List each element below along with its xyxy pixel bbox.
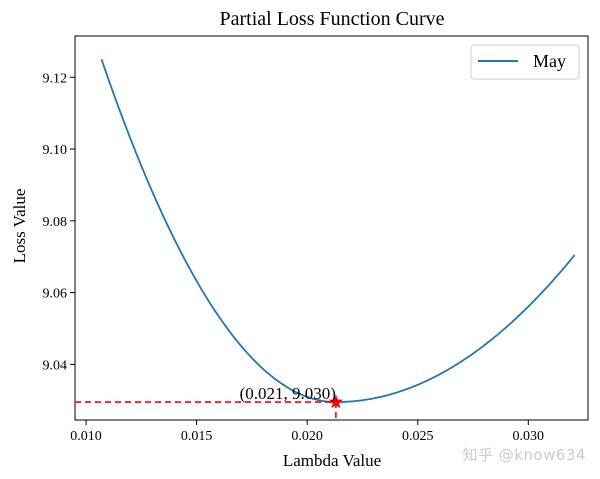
x-tick-label: 0.030 <box>513 429 545 444</box>
x-tick-label: 0.015 <box>181 429 213 444</box>
min-label: (0.021, 9.030) <box>240 384 336 403</box>
legend-box <box>470 44 580 80</box>
x-tick-label: 0.025 <box>402 429 434 444</box>
y-tick-label: 9.06 <box>43 287 68 302</box>
plot-frame <box>74 35 589 421</box>
legend: May <box>470 44 580 80</box>
x-tick-label: 0.010 <box>70 429 102 444</box>
series-line-may <box>100 59 576 403</box>
y-tick-label: 9.10 <box>43 143 68 158</box>
chart-title: Partial Loss Function Curve <box>220 8 445 30</box>
plot-area <box>74 35 589 421</box>
y-tick-label: 9.08 <box>43 215 68 230</box>
y-axis-label: Loss Value <box>10 189 29 264</box>
x-axis-label: Lambda Value <box>283 451 381 470</box>
series-lines <box>100 59 576 403</box>
y-tick-label: 9.04 <box>43 358 68 373</box>
y-tick-label: 9.12 <box>43 71 68 86</box>
min-star-marker <box>328 394 344 409</box>
x-tick-label: 0.020 <box>291 429 323 444</box>
minimum-annotation: (0.021, 9.030) <box>75 384 344 420</box>
axis-ticks: 0.010 0.015 0.020 0.025 0.030 9.04 9.06 9.08 9.1… <box>43 71 545 444</box>
legend-label: May <box>533 51 566 71</box>
watermark: 知乎 @know634 <box>462 446 586 464</box>
